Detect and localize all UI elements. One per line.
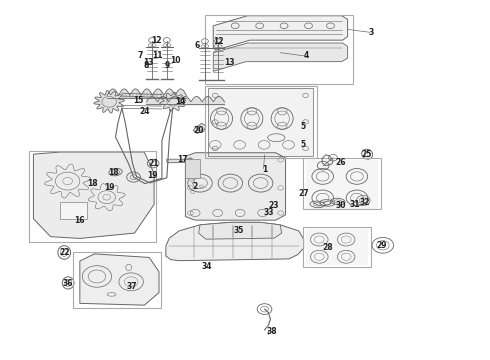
Polygon shape — [213, 43, 347, 71]
Text: 5: 5 — [300, 140, 305, 149]
Bar — [205, 86, 318, 158]
Text: 6: 6 — [195, 41, 200, 50]
Text: 7: 7 — [137, 51, 143, 60]
Text: 3: 3 — [368, 28, 374, 37]
Text: 33: 33 — [263, 208, 274, 217]
Text: 13: 13 — [143, 58, 153, 67]
Text: 29: 29 — [376, 241, 387, 250]
Text: 1: 1 — [262, 165, 267, 174]
Text: 10: 10 — [171, 57, 181, 66]
Bar — [303, 227, 371, 267]
Text: 38: 38 — [267, 327, 277, 336]
Text: 15: 15 — [133, 96, 144, 105]
Polygon shape — [33, 152, 154, 238]
Text: 31: 31 — [350, 200, 360, 209]
Text: 34: 34 — [202, 262, 212, 271]
Text: 23: 23 — [268, 201, 279, 210]
Text: 22: 22 — [59, 248, 70, 257]
Bar — [73, 252, 161, 309]
Text: 9: 9 — [164, 62, 170, 71]
Text: 2: 2 — [193, 182, 198, 191]
Polygon shape — [160, 92, 186, 111]
Text: 32: 32 — [360, 198, 370, 207]
Bar — [303, 158, 381, 210]
Polygon shape — [166, 222, 304, 261]
Polygon shape — [167, 158, 192, 163]
Text: 37: 37 — [126, 282, 137, 291]
Text: 5: 5 — [300, 122, 305, 131]
Text: 4: 4 — [303, 51, 309, 60]
Bar — [208, 88, 313, 156]
Text: 24: 24 — [140, 107, 150, 116]
Text: 30: 30 — [335, 201, 345, 210]
Polygon shape — [198, 222, 282, 239]
Text: 8: 8 — [144, 61, 149, 70]
Text: 25: 25 — [361, 150, 371, 159]
Text: 19: 19 — [147, 171, 157, 180]
Text: 26: 26 — [335, 158, 345, 167]
Polygon shape — [94, 91, 124, 113]
Polygon shape — [306, 160, 378, 210]
Bar — [205, 15, 353, 84]
Bar — [60, 202, 87, 219]
Text: 27: 27 — [298, 189, 309, 198]
Text: 20: 20 — [194, 126, 204, 135]
Polygon shape — [80, 254, 159, 305]
Text: 18: 18 — [87, 179, 98, 188]
Ellipse shape — [109, 168, 122, 176]
Polygon shape — [185, 153, 286, 220]
Text: 28: 28 — [323, 243, 333, 252]
Bar — [29, 150, 156, 242]
Text: 17: 17 — [177, 155, 188, 164]
Text: 13: 13 — [224, 58, 235, 67]
Polygon shape — [193, 123, 206, 134]
Text: 18: 18 — [108, 168, 119, 177]
Text: 36: 36 — [63, 279, 74, 288]
Bar — [185, 159, 200, 178]
Text: 21: 21 — [148, 159, 158, 168]
Text: 11: 11 — [152, 51, 162, 60]
Text: 16: 16 — [74, 216, 85, 225]
Polygon shape — [306, 229, 368, 265]
Text: 19: 19 — [104, 183, 115, 192]
Text: 35: 35 — [234, 226, 245, 235]
Polygon shape — [213, 16, 347, 50]
Text: 12: 12 — [151, 36, 161, 45]
Text: 12: 12 — [213, 37, 223, 46]
Text: 14: 14 — [175, 97, 186, 106]
Polygon shape — [208, 88, 313, 156]
